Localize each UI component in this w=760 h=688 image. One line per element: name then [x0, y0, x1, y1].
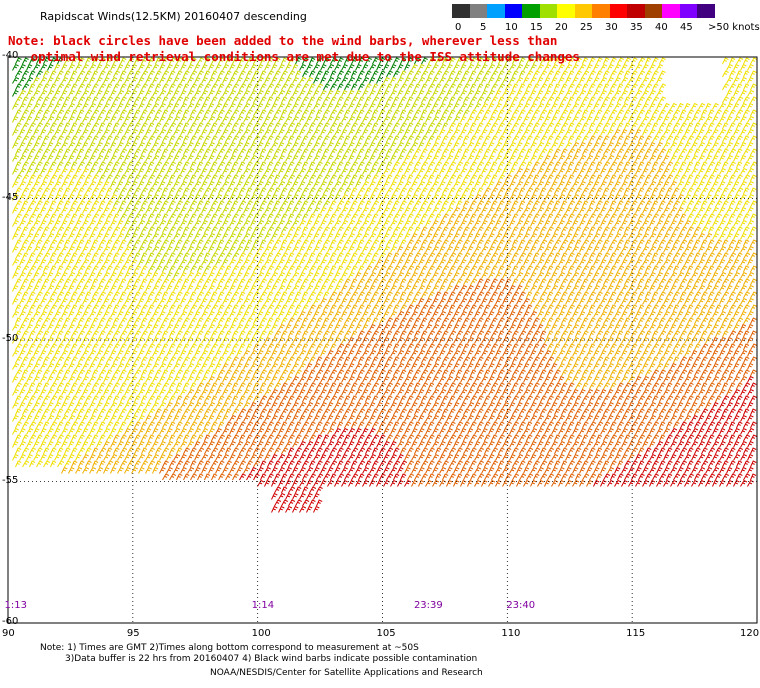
legend-tick: 30	[605, 22, 618, 33]
footer-note-2: 3)Data buffer is 22 hrs from 20160407 4)…	[65, 654, 478, 664]
legend-tick: 20	[555, 22, 568, 33]
legend-unit-label: >50 knots	[708, 22, 760, 33]
longitude-label: 100	[251, 628, 271, 639]
pass-time-label: 1:14	[251, 600, 275, 611]
legend-swatch	[609, 4, 628, 18]
longitude-label: 110	[501, 628, 521, 639]
legend-swatch	[662, 4, 680, 18]
legend-swatch	[644, 4, 663, 18]
legend-swatch	[487, 4, 505, 18]
pass-time-label: 23:40	[506, 600, 536, 611]
latitude-label: -60	[2, 616, 19, 627]
note-line-2: optimal wind retrieval conditions are me…	[30, 49, 580, 64]
latitude-label: -50	[2, 333, 19, 344]
pass-time-label: 23:39	[413, 600, 443, 611]
legend-tick: 40	[655, 22, 668, 33]
legend-swatch	[557, 4, 575, 18]
legend-tick: 15	[530, 22, 543, 33]
note-line-1: Note: black circles have been added to t…	[8, 33, 558, 48]
legend-swatch	[574, 4, 593, 18]
lat-lon-grid	[7, 56, 758, 624]
longitude-label: 95	[126, 628, 140, 639]
legend-swatch	[539, 4, 558, 18]
legend-swatch	[679, 4, 698, 18]
legend-swatch	[697, 4, 715, 18]
legend-swatch	[452, 4, 470, 18]
longitude-label: 105	[376, 628, 396, 639]
wind-barbs-layer	[12, 57, 758, 513]
pass-time-label: 1:13	[4, 600, 27, 611]
legend-tick: 10	[505, 22, 518, 33]
legend-swatch	[522, 4, 540, 18]
longitude-label: 115	[626, 628, 646, 639]
iss-attitude-note: Note: black circles have been added to t…	[8, 33, 580, 65]
map-title: Rapidscat Winds(12.5KM) 20160407 descend…	[40, 10, 307, 23]
longitude-label: 120	[740, 628, 760, 639]
legend-tick: 0	[455, 22, 462, 33]
latitude-label: -45	[2, 191, 19, 203]
legend-tick: 5	[480, 22, 487, 33]
legend-tick: 35	[630, 22, 643, 33]
latitude-label: -40	[2, 50, 19, 61]
legend-swatch	[627, 4, 645, 18]
legend-tick: 45	[680, 22, 693, 33]
latitude-label: -55	[2, 474, 19, 486]
footer-note-1: Note: 1) Times are GMT 2)Times along bot…	[40, 643, 419, 653]
footer-credit: NOAA/NESDIS/Center for Satellite Applica…	[210, 668, 483, 678]
legend-swatch	[469, 4, 488, 18]
longitude-label: 90	[2, 628, 15, 639]
legend-swatch	[504, 4, 523, 18]
legend-tick: 25	[580, 22, 593, 33]
legend-swatch	[592, 4, 610, 18]
